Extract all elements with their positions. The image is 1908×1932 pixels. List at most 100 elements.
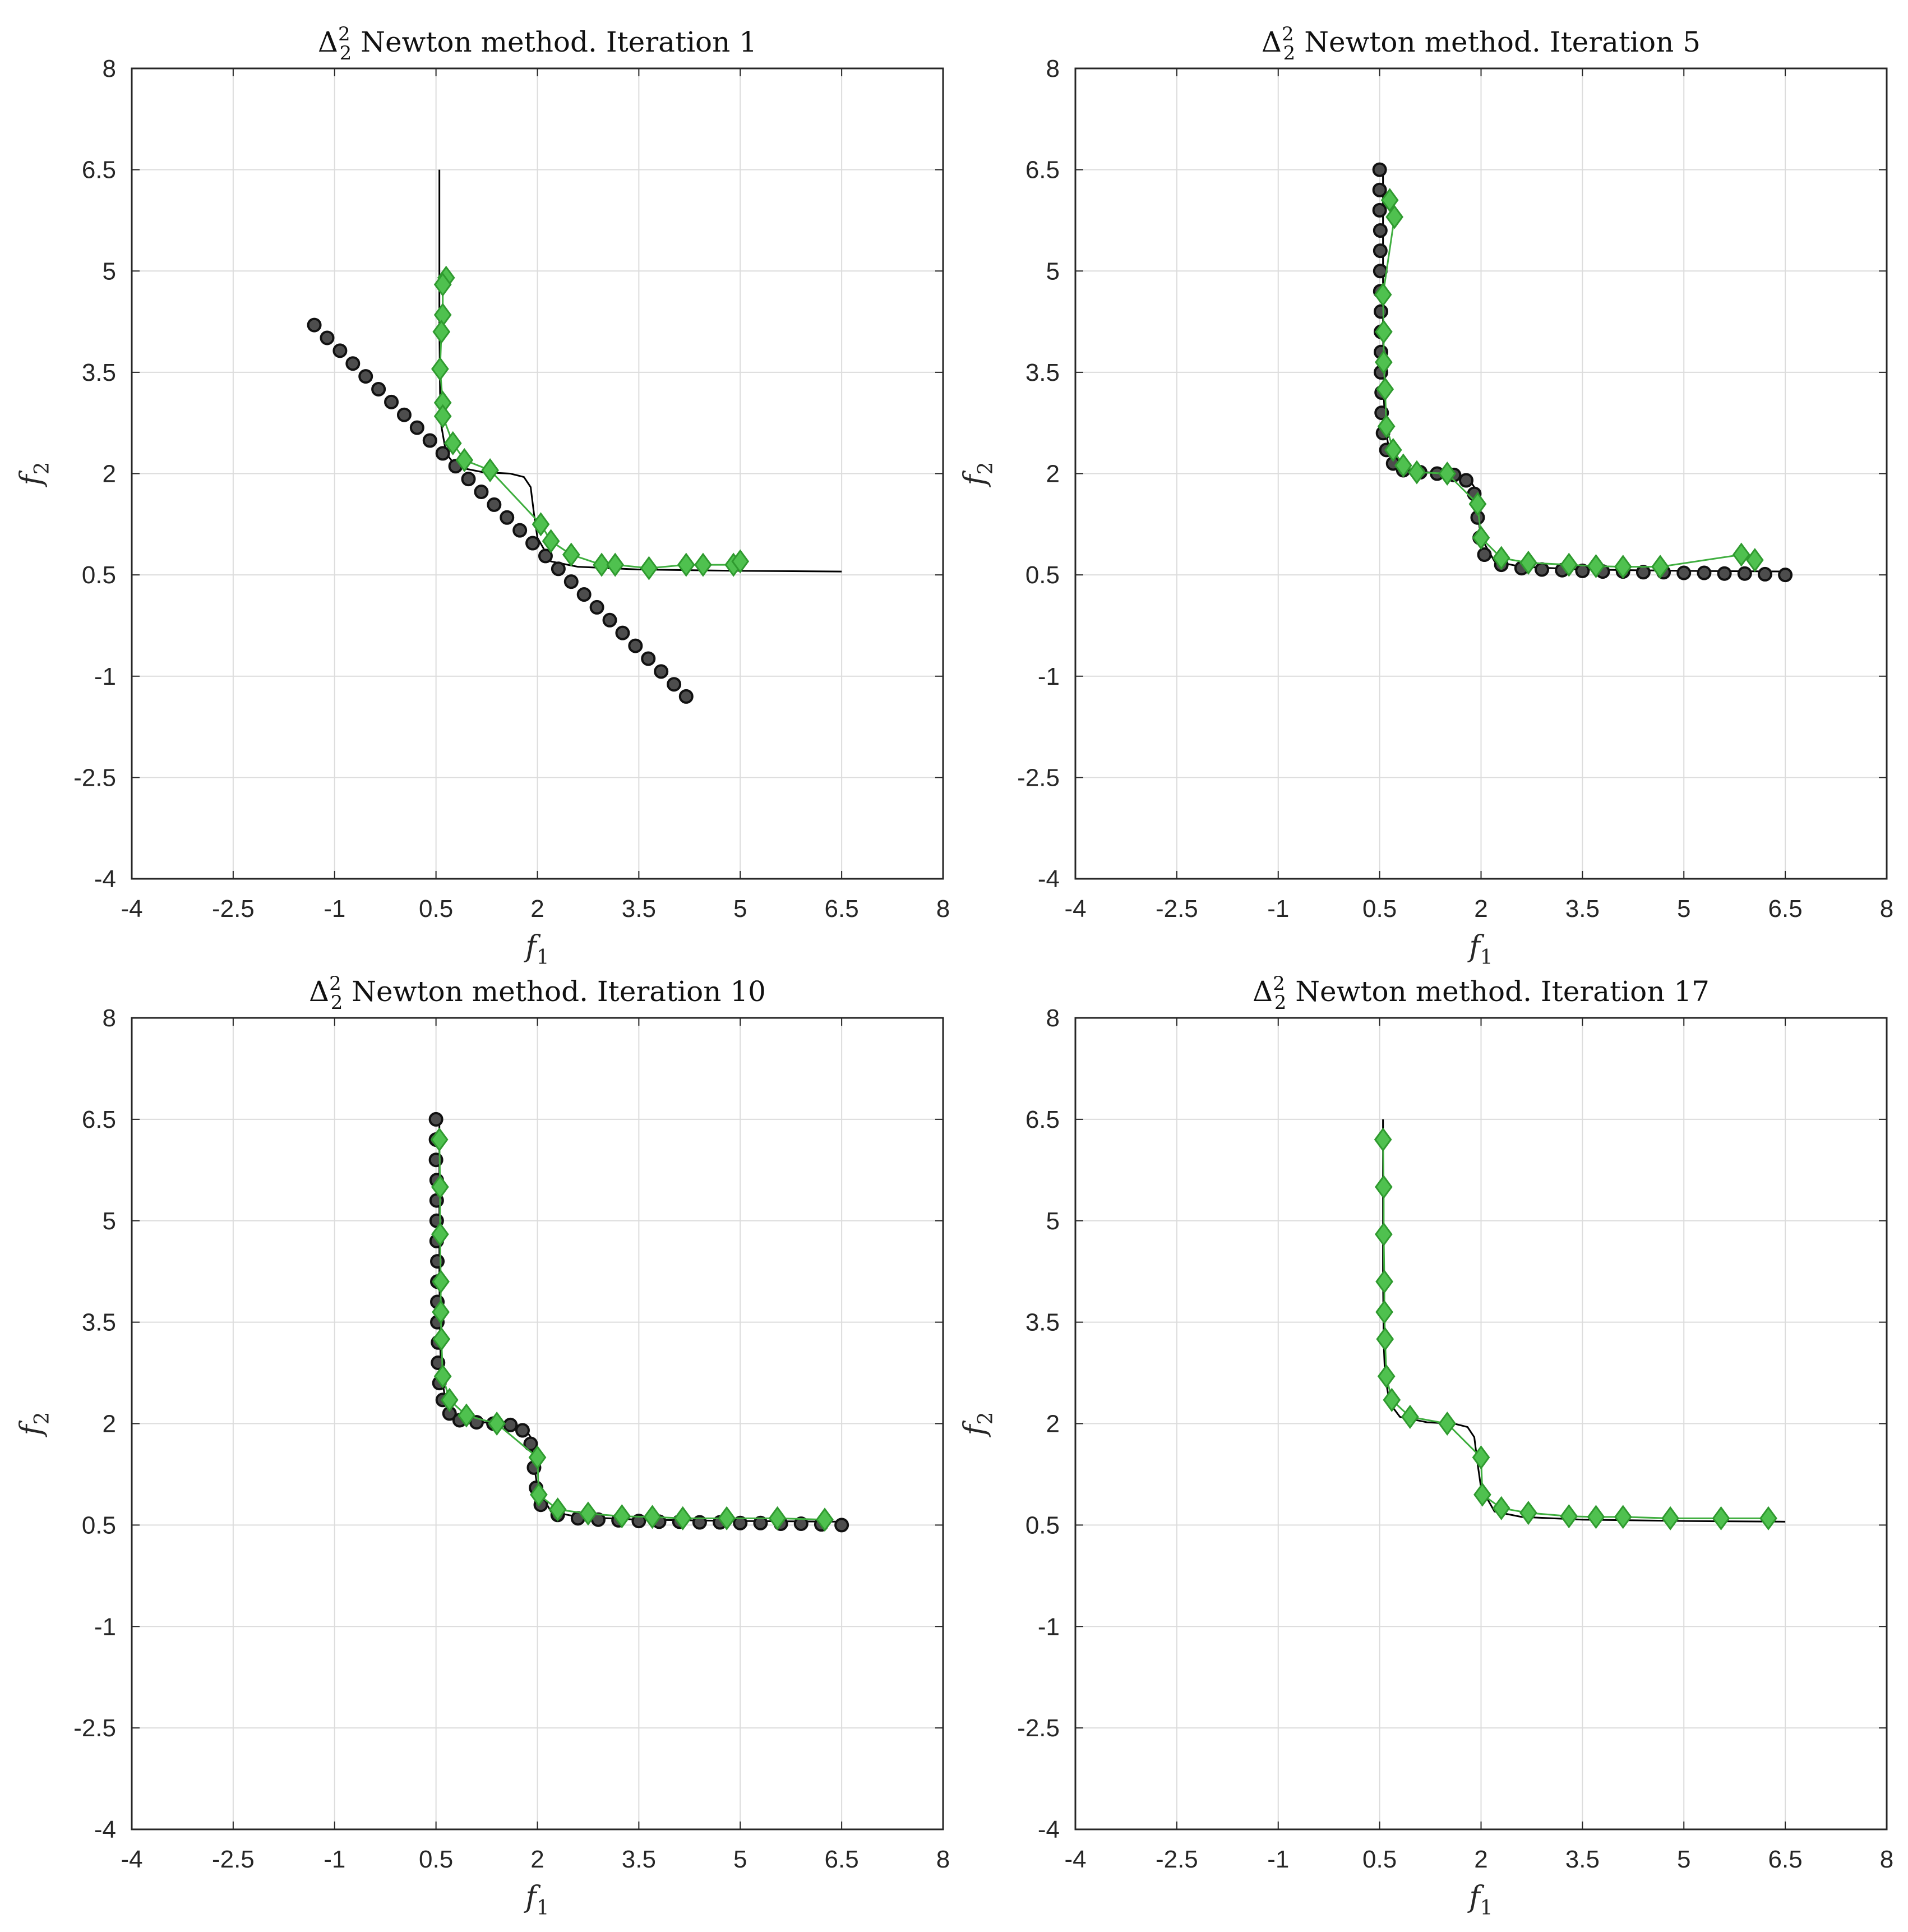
- diamond-point: [1377, 1364, 1396, 1389]
- diamond-point: [1374, 1222, 1393, 1247]
- circle-point: [631, 1514, 646, 1529]
- title-text: Newton method. Iteration 10: [343, 975, 766, 1008]
- circle-point: [589, 600, 604, 615]
- y-tick-label: 3.5: [1025, 359, 1060, 386]
- title-text: Newton method. Iteration 5: [1295, 26, 1701, 58]
- circle-point: [428, 1112, 443, 1127]
- x-tick-label: 6.5: [825, 1846, 859, 1873]
- x-tick-label: -2.5: [212, 895, 255, 923]
- diamond-point: [1492, 546, 1510, 570]
- diamond-point: [1614, 1505, 1632, 1529]
- y-axis-label-sub: 2: [974, 1412, 997, 1424]
- diamond-point: [481, 458, 499, 483]
- circle-point: [1458, 473, 1473, 488]
- y-tick-label: 8: [103, 1004, 116, 1032]
- circle-point: [628, 638, 643, 653]
- y-tick-label: 0.5: [82, 561, 116, 589]
- x-axis-label-sub: 1: [1480, 946, 1493, 969]
- x-tick-label: 5: [1677, 1846, 1690, 1873]
- diamond-point: [431, 1222, 449, 1247]
- diamond-point: [432, 320, 451, 344]
- diamond-point: [562, 542, 580, 567]
- y-tick-label: 0.5: [82, 1511, 116, 1539]
- circle-point: [834, 1518, 849, 1533]
- x-tick-label: -2.5: [212, 1846, 255, 1873]
- diamond-point: [433, 1364, 452, 1389]
- circle-point: [667, 677, 682, 692]
- circle-point: [371, 381, 386, 396]
- circle-point: [474, 485, 489, 500]
- panel-title: Δ2 2 Newton method. Iteration 1: [318, 23, 757, 64]
- y-axis-label: f2: [15, 462, 54, 487]
- title-text: Newton method. Iteration 17: [1286, 975, 1710, 1008]
- diamond-point: [1438, 1411, 1457, 1436]
- circle-point: [641, 651, 656, 666]
- x-tick-label: 6.5: [1768, 895, 1803, 923]
- diamond-point: [1408, 460, 1426, 485]
- diamond-point: [443, 431, 462, 455]
- y-tick-label: -2.5: [73, 1714, 116, 1742]
- circle-point: [307, 317, 322, 333]
- diamond-point: [1492, 1496, 1510, 1520]
- diamond-point: [1560, 552, 1578, 577]
- y-tick-label: -1: [94, 663, 116, 690]
- circle-point: [523, 1436, 538, 1451]
- x-axis-label-sub: 1: [1480, 1897, 1493, 1920]
- circle-point: [602, 612, 617, 628]
- title-sub: 2: [340, 42, 352, 64]
- x-tick-label: 8: [936, 895, 950, 923]
- circle-point: [512, 523, 528, 538]
- y-tick-label: -4: [94, 1816, 116, 1843]
- diamond-point: [1732, 542, 1750, 567]
- y-axis-label: f2: [958, 462, 997, 487]
- circle-point: [1477, 547, 1492, 562]
- y-tick-label: 5: [103, 257, 116, 285]
- x-tick-label: -1: [1267, 895, 1289, 923]
- y-axis-label: f2: [15, 1412, 54, 1437]
- circle-point: [753, 1515, 768, 1530]
- circle-point: [1717, 566, 1732, 581]
- diamond-point: [548, 1497, 567, 1522]
- panel-1: -4 -2.5 -1 0.5 2 3.5 5 6.5 8 -4 -2.5 -1 0.5 2 3.5 5 6.5 8…: [15, 23, 950, 969]
- x-tick-label: -4: [121, 895, 142, 923]
- circle-point: [384, 394, 399, 409]
- circle-point: [793, 1516, 809, 1531]
- x-tick-label: 2: [1474, 895, 1487, 923]
- y-tick-label: 6.5: [82, 1106, 116, 1133]
- x-axis-label: f1: [1467, 1880, 1493, 1920]
- title-delta: Δ: [318, 26, 338, 58]
- diamond-point: [1468, 492, 1487, 517]
- circle-point: [678, 689, 694, 704]
- y-tick-label: 3.5: [1025, 1309, 1060, 1336]
- x-tick-label: 3.5: [1565, 1846, 1600, 1873]
- y-tick-label: 2: [103, 1410, 116, 1438]
- y-axis-label-sub: 2: [31, 1412, 54, 1424]
- title-sup: 2: [338, 23, 350, 45]
- diamond-point: [1401, 1404, 1419, 1429]
- diamond-point: [1383, 1387, 1401, 1412]
- axes-box: [1074, 1017, 1888, 1830]
- y-tick-label: 2: [1046, 460, 1060, 488]
- circle-point: [538, 548, 553, 564]
- diamond-point: [530, 1482, 548, 1507]
- x-tick-label: -2.5: [1156, 895, 1198, 923]
- y-tick-label: 8: [103, 55, 116, 82]
- x-tick-label: 6.5: [825, 895, 859, 923]
- y-tick-label: -1: [1038, 1613, 1060, 1640]
- diamond-point: [440, 1387, 459, 1412]
- circle-point: [1372, 202, 1387, 218]
- x-axis-label-sub: 1: [537, 946, 549, 969]
- diamond-point: [731, 549, 750, 574]
- circle-point: [1757, 566, 1772, 582]
- title-delta: Δ: [1262, 26, 1282, 58]
- title-sup: 2: [329, 972, 341, 995]
- diamond-point: [430, 1127, 449, 1152]
- circle-point: [1778, 568, 1793, 583]
- x-tick-label: 2: [530, 895, 544, 923]
- y-tick-label: 3.5: [82, 1309, 116, 1336]
- y-tick-label: 2: [1046, 1410, 1060, 1438]
- diamond-point: [1438, 461, 1457, 486]
- circle-point: [1373, 243, 1388, 259]
- axes-box: [131, 67, 944, 880]
